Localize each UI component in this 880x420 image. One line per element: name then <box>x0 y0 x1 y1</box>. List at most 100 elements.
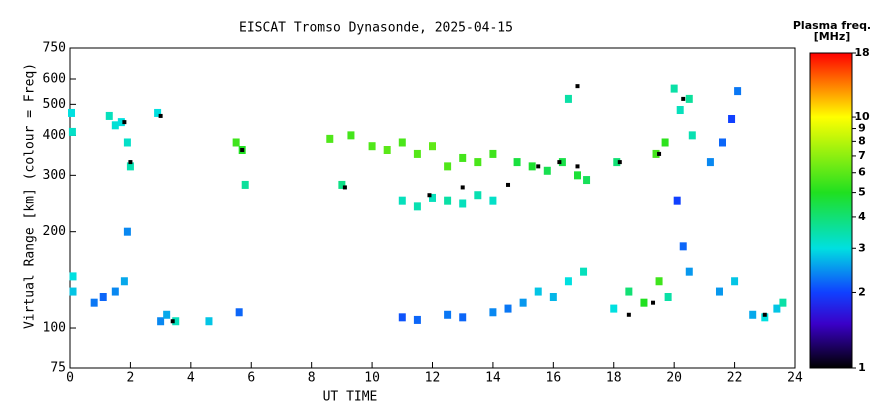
echo-point <box>368 142 376 151</box>
echo-point <box>241 180 249 189</box>
echo-point <box>154 108 162 117</box>
trace-point <box>681 96 686 101</box>
trace-point <box>342 185 347 190</box>
trace-point <box>460 185 465 190</box>
x-tick-label: 18 <box>606 371 622 386</box>
y-tick-label: 750 <box>43 41 66 56</box>
echo-point <box>676 106 684 115</box>
echo-point <box>120 277 128 286</box>
colorbar-tick-label: 7 <box>858 149 866 162</box>
y-tick-label: 75 <box>50 361 66 376</box>
echo-point <box>670 84 678 93</box>
echo-point <box>564 94 572 103</box>
echo-point <box>715 287 723 296</box>
trace-point <box>536 164 541 169</box>
x-tick-label: 10 <box>364 371 380 386</box>
echo-point <box>655 277 663 286</box>
x-tick-label: 20 <box>666 371 682 386</box>
trace-point <box>506 182 511 187</box>
echo-point <box>347 131 355 140</box>
echo-point <box>338 180 346 189</box>
echo-point <box>90 298 98 307</box>
colorbar-tick-label: 4 <box>858 210 866 223</box>
echo-point <box>444 196 452 205</box>
y-tick-label: 300 <box>43 168 66 183</box>
colorbar-units: [MHz] <box>814 30 851 43</box>
x-tick-label: 14 <box>485 371 501 386</box>
echo-point <box>613 158 621 167</box>
echo-point <box>117 118 125 127</box>
echo-point <box>664 293 672 302</box>
trace-point <box>657 151 662 156</box>
echo-point <box>749 310 757 319</box>
y-tick-label: 400 <box>43 128 66 143</box>
colorbar-tick-label: 3 <box>858 241 866 254</box>
echo-point <box>205 317 213 326</box>
x-tick-label: 16 <box>546 371 562 386</box>
colorbar-tick-label: 2 <box>858 285 866 298</box>
colorbar-tick-label: 18 <box>854 46 869 59</box>
echo-point <box>99 293 107 302</box>
trace-point <box>122 120 127 125</box>
echo-point <box>489 196 497 205</box>
echo-point <box>673 196 681 205</box>
echo-point <box>574 171 581 180</box>
trace-point <box>557 160 562 165</box>
echo-point <box>383 146 391 155</box>
echo-point <box>528 162 536 171</box>
echo-point <box>111 287 119 296</box>
echo-point <box>429 142 436 151</box>
colorbar <box>809 52 853 369</box>
colorbar-tick-label: 9 <box>858 122 866 135</box>
x-tick-label: 0 <box>66 371 74 386</box>
echo-point <box>685 94 693 103</box>
echo-point <box>105 111 113 120</box>
trace-point <box>427 193 432 198</box>
echo-point <box>235 308 243 317</box>
echo-point <box>580 267 588 276</box>
echo-point <box>444 310 452 319</box>
x-tick-label: 4 <box>187 371 195 386</box>
trace-point <box>626 312 631 317</box>
echo-point <box>652 149 660 158</box>
y-tick-label: 600 <box>43 72 66 87</box>
echo-point <box>413 315 421 324</box>
echo-point <box>773 304 781 313</box>
echo-point <box>398 196 406 205</box>
echo-point <box>111 121 119 130</box>
y-tick-label: 200 <box>43 224 66 239</box>
echo-point <box>474 191 482 200</box>
echo-point <box>413 202 421 211</box>
colorbar-tick-label: 10 <box>854 110 870 123</box>
echo-point <box>564 277 572 286</box>
echo-point <box>68 108 76 117</box>
trace-point <box>651 300 656 305</box>
echo-point <box>326 134 334 143</box>
echo-point <box>685 267 693 276</box>
echo-point <box>69 272 77 281</box>
echo-point <box>489 149 497 158</box>
trace-point <box>575 164 580 169</box>
echo-point <box>123 138 131 147</box>
y-tick-label: 100 <box>43 321 66 336</box>
echo-point <box>583 176 591 185</box>
echo-point <box>444 162 452 171</box>
colorbar-title: Plasma freq. <box>793 19 871 32</box>
echo-point <box>543 166 551 175</box>
echo-point <box>679 242 687 251</box>
trace-point <box>240 148 245 153</box>
echo-point <box>534 287 542 296</box>
echo-point <box>731 277 739 286</box>
echo-point <box>519 298 527 307</box>
echo-point <box>640 298 648 307</box>
echo-point <box>688 131 696 140</box>
echo-point <box>719 138 726 147</box>
echo-point <box>504 304 512 313</box>
echo-point <box>69 287 77 296</box>
x-axis-label: UT TIME <box>323 390 378 405</box>
colorbar-tick-label: 8 <box>858 134 866 147</box>
echo-point <box>625 287 633 296</box>
x-tick-label: 6 <box>247 371 255 386</box>
colorbar-tick-label: 1 <box>858 361 866 374</box>
